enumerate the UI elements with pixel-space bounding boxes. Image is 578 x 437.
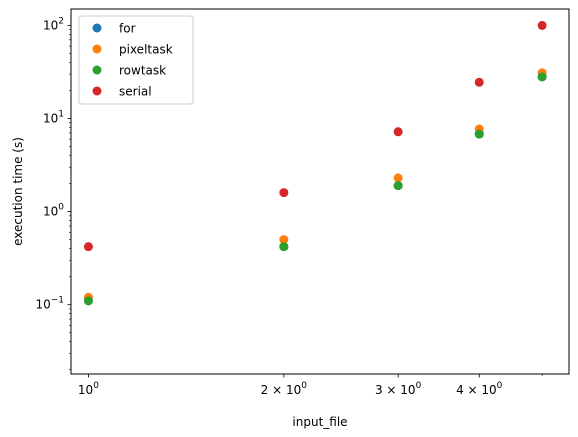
y-axis-label: execution time (s) [11,137,25,246]
legend: for pixeltask rowtask serial [78,15,194,105]
point-rowtask [83,296,93,306]
point-rowtask [474,129,484,139]
y-tick-base: 10 [35,298,50,312]
x-axis-label: input_file [292,415,347,429]
legend-label-serial: serial [119,85,152,99]
x-tick-base: 3 × 10 [375,383,416,397]
point-rowtask [279,242,289,252]
legend-label-pixeltask: pixeltask [119,43,173,57]
legend-marker-for [92,23,102,33]
x-tick-label: 100 [78,381,99,397]
point-serial [474,77,484,87]
x-tick-exp: 0 [93,381,99,391]
legend-marker-serial [92,86,102,96]
axes-frame [70,8,570,375]
data-points [83,20,547,306]
y-tick-label: 101 [43,109,64,125]
point-pixeltask [393,173,403,183]
x-tick-base: 4 × 10 [456,383,497,397]
legend-label-rowtask: rowtask [119,64,166,78]
y-tick-base: 10 [43,111,58,125]
y-tick-label: 100 [43,203,64,219]
x-tick-base: 2 × 10 [261,383,302,397]
x-tick-exp: 0 [301,381,307,391]
y-tick-exp: 1 [58,109,64,119]
y-tick-base: 10 [43,18,58,32]
point-serial [393,127,403,137]
y-tick-base: 10 [43,205,58,219]
x-tick-label: 4 × 100 [456,381,503,397]
point-rowtask [537,72,547,82]
legend-box [78,15,194,105]
x-tick-label: 2 × 100 [261,381,308,397]
legend-marker-rowtask [92,65,102,75]
y-tick-label: 102 [43,16,64,32]
y-tick-exp: 0 [58,203,64,213]
legend-label-for: for [119,22,136,36]
point-serial [537,20,547,30]
point-rowtask [393,181,403,191]
legend-marker-pixeltask [92,44,102,54]
point-serial [279,188,289,198]
point-serial [83,242,93,252]
x-tick-base: 10 [78,383,93,397]
point-pixeltask [279,235,289,245]
x-tick-exp: 0 [497,381,503,391]
y-tick-label: 10−1 [35,296,64,312]
y-tick-exp: 2 [58,16,64,26]
y-tick-exp: −1 [51,296,64,306]
x-tick-exp: 0 [416,381,422,391]
x-tick-label: 3 × 100 [375,381,422,397]
